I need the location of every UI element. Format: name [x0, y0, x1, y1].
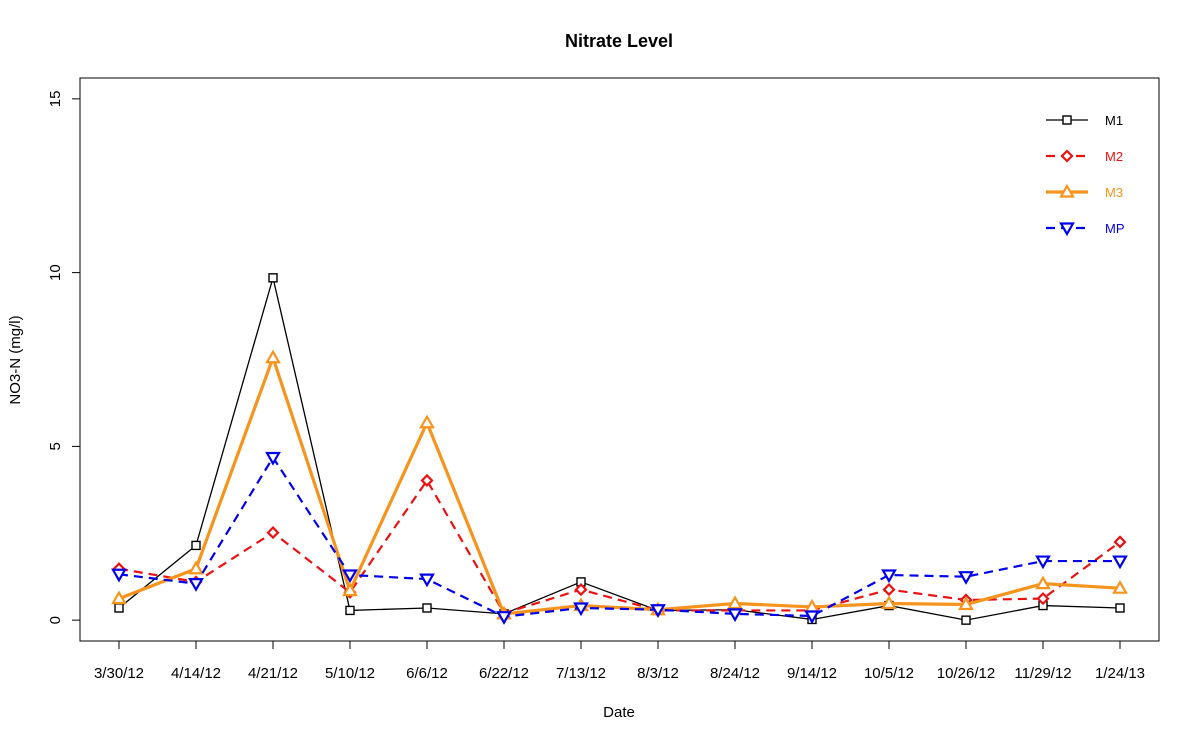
- plot-area: [79, 77, 1160, 642]
- chart-title: Nitrate Level: [565, 31, 673, 51]
- series-m3-point: [958, 596, 974, 611]
- legend-item-m3: M3: [1046, 183, 1123, 200]
- series-mp-point: [958, 571, 974, 585]
- series-m2-point: [1113, 535, 1127, 549]
- series-m2-point: [574, 583, 588, 597]
- x-tick-label: 7/13/12: [556, 665, 606, 682]
- x-tick-label: 6/22/12: [479, 665, 529, 682]
- series-m1-point: [422, 603, 432, 613]
- series-mp-point: [111, 568, 127, 583]
- series-m1-point: [961, 615, 971, 625]
- x-tick-label: 4/14/12: [171, 665, 221, 682]
- series-m1-point: [268, 273, 278, 283]
- series-m3-point: [1112, 579, 1128, 594]
- series-m2-line: [118, 478, 1121, 615]
- series-layer: [111, 273, 1128, 625]
- series-mp-point: [727, 608, 743, 623]
- series-mp-point: [496, 611, 512, 625]
- series-mp-point: [573, 602, 589, 617]
- series-m1-point: [191, 540, 201, 551]
- x-tick-label: 11/29/12: [1014, 665, 1071, 682]
- x-tick-label: 1/24/13: [1095, 665, 1145, 682]
- series-m2-point: [1036, 592, 1050, 606]
- series-m3-point: [804, 598, 820, 613]
- series-m1-point: [114, 603, 124, 613]
- x-tick-label: 10/26/12: [937, 665, 995, 682]
- x-tick-label: 6/6/12: [406, 665, 448, 682]
- series-m1-line: [118, 275, 1121, 621]
- legend-label: MP: [1105, 221, 1125, 236]
- legend-marker: [1060, 149, 1074, 163]
- series-m3-point: [881, 595, 897, 610]
- series-mp-point: [265, 451, 281, 466]
- series-m2-point: [266, 526, 280, 540]
- series-mp-line: [118, 455, 1120, 618]
- legend-marker: [1059, 183, 1075, 198]
- legend-label: M3: [1105, 185, 1123, 200]
- legend-marker: [1062, 115, 1072, 125]
- legend-item-m2: M2: [1046, 149, 1123, 164]
- series-mp-point: [342, 569, 358, 584]
- series-m3-point: [1035, 575, 1051, 590]
- series-m3-point: [342, 582, 358, 597]
- x-tick-label: 10/5/12: [864, 665, 914, 682]
- series-m3-point: [188, 560, 204, 575]
- y-tick-label: 0: [47, 616, 64, 624]
- x-tick-label: 5/10/12: [325, 665, 375, 682]
- series-mp-point: [188, 578, 204, 592]
- series-mp-point: [1035, 555, 1051, 570]
- series-m1-point: [1115, 603, 1125, 613]
- series-m3-point: [111, 590, 127, 605]
- x-tick-label: 8/24/12: [710, 665, 760, 682]
- x-tick-label: 3/30/12: [94, 665, 144, 682]
- series-m2-point: [420, 473, 434, 487]
- series-m2-point: [882, 583, 896, 597]
- legend-label: M1: [1105, 113, 1123, 128]
- x-tick-label: 4/21/12: [248, 665, 298, 682]
- y-axis-title: NO3-N (mg/l): [7, 315, 24, 404]
- legend-item-mp: MP: [1046, 221, 1125, 237]
- series-m3-line: [118, 352, 1121, 616]
- x-tick-label: 8/3/12: [637, 665, 679, 682]
- series-mp-point: [881, 569, 897, 584]
- legend: M1 M2 M3 MP: [1046, 113, 1125, 237]
- series-m3-point: [727, 595, 743, 610]
- legend-item-m1: M1: [1046, 113, 1123, 128]
- x-axis-title: Date: [603, 704, 635, 721]
- x-axis: 3/30/12 4/14/12 4/21/12 5/10/12 6/6/12 6/22/1…: [94, 640, 1145, 682]
- legend-label: M2: [1105, 149, 1123, 164]
- series-m3-point: [419, 414, 435, 429]
- y-tick-label: 5: [47, 442, 64, 450]
- series-m3-point: [265, 349, 281, 364]
- y-tick-label: 15: [47, 91, 64, 108]
- y-tick-label: 10: [47, 264, 64, 281]
- series-mp-point: [1112, 555, 1128, 570]
- series-m3: [111, 349, 1128, 620]
- series-mp-point: [804, 610, 820, 625]
- series-mp-point: [419, 573, 435, 588]
- legend-marker: [1059, 222, 1075, 237]
- series-mp-point: [650, 604, 666, 618]
- x-tick-label: 9/14/12: [787, 665, 837, 682]
- y-axis: 0 5 10 15: [47, 91, 81, 624]
- series-m1-point: [345, 605, 355, 616]
- series-mp: [111, 451, 1128, 625]
